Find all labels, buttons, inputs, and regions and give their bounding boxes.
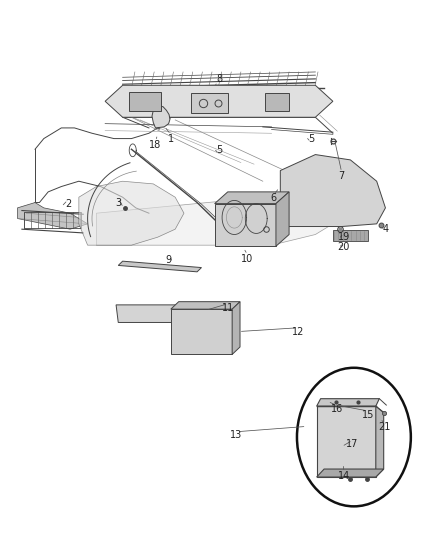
Text: 14: 14 bbox=[338, 471, 350, 481]
Circle shape bbox=[297, 368, 411, 506]
Polygon shape bbox=[265, 93, 289, 111]
Text: 17: 17 bbox=[346, 439, 359, 449]
Polygon shape bbox=[116, 305, 189, 322]
Polygon shape bbox=[152, 107, 170, 128]
Text: 7: 7 bbox=[339, 171, 345, 181]
Polygon shape bbox=[118, 261, 201, 272]
Text: 5: 5 bbox=[216, 146, 222, 155]
Polygon shape bbox=[317, 469, 384, 477]
Text: 11: 11 bbox=[222, 303, 234, 312]
Polygon shape bbox=[105, 85, 333, 117]
Text: 2: 2 bbox=[65, 199, 71, 208]
Polygon shape bbox=[215, 204, 276, 246]
Text: 3: 3 bbox=[115, 198, 121, 207]
Text: 1: 1 bbox=[168, 134, 174, 143]
Polygon shape bbox=[317, 399, 379, 406]
Text: 19: 19 bbox=[338, 232, 350, 242]
Text: 13: 13 bbox=[230, 431, 243, 440]
Text: 20: 20 bbox=[338, 242, 350, 252]
Polygon shape bbox=[18, 203, 88, 229]
Text: 9: 9 bbox=[166, 255, 172, 265]
Text: 4: 4 bbox=[382, 224, 389, 234]
Text: 8: 8 bbox=[216, 74, 222, 84]
Text: 6: 6 bbox=[271, 193, 277, 203]
Polygon shape bbox=[280, 155, 385, 227]
Polygon shape bbox=[232, 302, 240, 354]
Text: 12: 12 bbox=[292, 327, 304, 336]
Polygon shape bbox=[79, 181, 184, 245]
Text: 10: 10 bbox=[241, 254, 254, 263]
Polygon shape bbox=[215, 192, 289, 204]
Polygon shape bbox=[96, 197, 333, 245]
Text: 5: 5 bbox=[308, 134, 314, 143]
Polygon shape bbox=[171, 309, 232, 354]
Text: 21: 21 bbox=[378, 423, 391, 432]
Text: 15: 15 bbox=[362, 410, 374, 419]
Polygon shape bbox=[171, 302, 240, 309]
Polygon shape bbox=[376, 406, 384, 477]
Text: 18: 18 bbox=[149, 140, 162, 150]
Text: 16: 16 bbox=[331, 405, 343, 414]
Polygon shape bbox=[276, 192, 289, 246]
Polygon shape bbox=[333, 230, 368, 241]
Polygon shape bbox=[317, 406, 376, 477]
Polygon shape bbox=[129, 92, 161, 111]
Polygon shape bbox=[191, 93, 228, 113]
